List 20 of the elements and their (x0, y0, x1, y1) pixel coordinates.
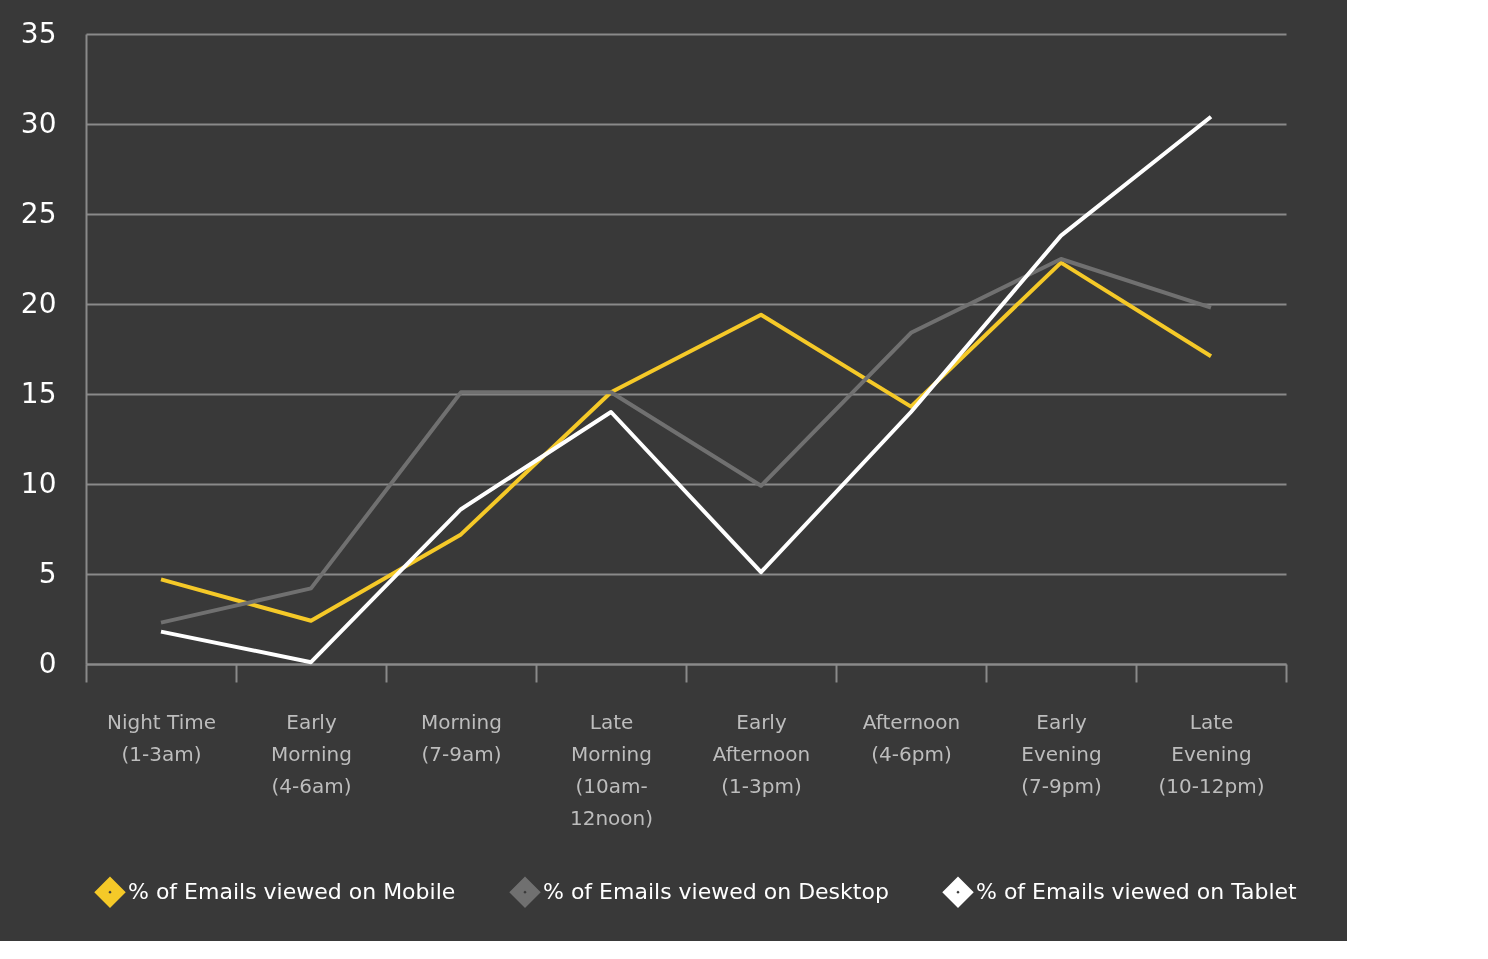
y-tick-label: 5 (38, 556, 57, 590)
y-tick-label: 30 (20, 106, 57, 140)
x-tick-label: Night Time (1-3am) (106, 709, 217, 766)
y-tick-label: 10 (20, 466, 57, 500)
y-tick-label: 20 (20, 286, 57, 320)
x-tick-label: Morning (7-9am) (421, 709, 502, 766)
legend-label: % of Emails viewed on Desktop (543, 879, 889, 905)
y-tick-label: 15 (20, 376, 57, 410)
y-tick-label: 35 (20, 16, 57, 50)
x-tick-label: Early Afternoon (1-3pm) (712, 709, 811, 798)
x-tick-label: Early Morning (4-6am) (271, 709, 352, 798)
line-series (159, 114, 1213, 665)
x-tick-label: Afternoon (4-6pm) (862, 709, 961, 766)
legend-label: % of Emails viewed on Mobile (128, 879, 456, 905)
x-tick-label: Late Evening (10-12pm) (1158, 709, 1265, 798)
legend-label: % of Emails viewed on Tablet (976, 879, 1298, 905)
y-tick-label: 25 (20, 196, 57, 230)
y-tick-label: 0 (38, 646, 57, 680)
x-tick-label: Early Evening (7-9pm) (1021, 709, 1102, 798)
x-tick-label: Late Morning (10am- 12noon) (569, 709, 654, 830)
